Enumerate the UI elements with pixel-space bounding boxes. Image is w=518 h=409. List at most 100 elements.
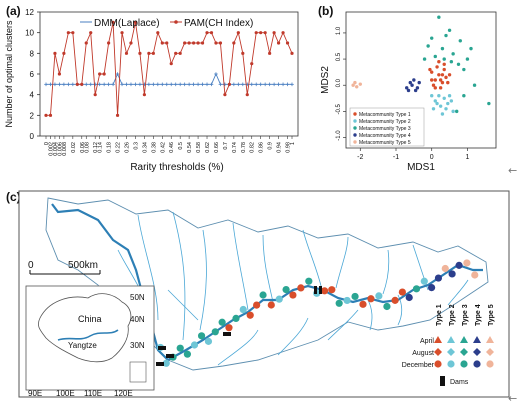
sampling-site [383, 302, 391, 311]
data-point [48, 82, 53, 87]
data-point [178, 82, 182, 87]
scatter-point [438, 104, 443, 108]
yangtze-inset [57, 329, 119, 341]
data-point [71, 82, 75, 87]
data-point [187, 41, 191, 45]
sampling-site [351, 292, 359, 301]
scatter-point [433, 54, 437, 59]
inset-lon-label: 110E [84, 389, 102, 398]
scatter-point [430, 36, 434, 40]
y-tick-label: -1.0 [336, 130, 342, 141]
data-point [88, 82, 93, 87]
plot-frame [39, 11, 299, 137]
data-point [133, 82, 138, 87]
x-tick-label: 0.34 [142, 142, 148, 153]
sampling-site [471, 271, 479, 279]
x-tick-label: 0.78 [241, 142, 247, 153]
scatter-point [487, 101, 491, 106]
data-point [227, 82, 231, 86]
data-point [267, 82, 272, 87]
sampling-site [343, 296, 351, 305]
inset-lat-label: 30N [130, 341, 145, 350]
data-point [142, 93, 146, 97]
sampling-site [232, 314, 240, 323]
scatter-point [440, 46, 445, 51]
data-point [120, 31, 124, 35]
dam-marker [158, 346, 166, 350]
sampling-site [335, 299, 343, 307]
x-tick-label: 0.008 [62, 142, 68, 156]
y-axis-label: MDS2 [320, 66, 331, 94]
data-point [57, 72, 62, 76]
data-point [218, 82, 223, 87]
scatter-point [410, 83, 414, 87]
data-point [205, 31, 209, 35]
y-tick-label: 0.0 [336, 78, 342, 87]
y-tick-label: 1.0 [336, 26, 342, 35]
legend-marker [447, 360, 455, 368]
scatter-point [430, 70, 434, 74]
scatter-point [449, 59, 454, 64]
sampling-site [297, 284, 305, 292]
plot-frame [345, 11, 497, 149]
data-point [102, 72, 106, 76]
data-point [223, 93, 227, 97]
data-point [169, 62, 173, 66]
data-point [156, 82, 160, 87]
y-tick-label: 0.5 [336, 52, 342, 61]
sampling-site [253, 301, 261, 309]
data-point [205, 82, 209, 87]
legend-marker [434, 336, 442, 343]
scatter-point [437, 73, 441, 77]
data-point [268, 51, 272, 55]
x-tick-label: 0.62 [205, 142, 211, 153]
data-point [129, 41, 133, 45]
scatter-point [353, 80, 357, 85]
sampling-site [328, 286, 336, 294]
data-point [53, 82, 57, 87]
x-tick-label: 0.08 [84, 142, 90, 153]
data-point [214, 41, 218, 45]
data-point [192, 41, 196, 45]
scatter-point [417, 80, 421, 85]
panel-b-label: (b) [318, 4, 334, 18]
dam-legend-marker [440, 376, 445, 386]
panel-a-label: (a) [6, 4, 21, 18]
data-point [218, 41, 223, 45]
scatter-point [440, 80, 445, 85]
data-point [151, 82, 156, 87]
data-point [93, 93, 97, 97]
x-tick-label: 0.3 [133, 142, 139, 150]
sampling-site [282, 286, 290, 294]
data-point [196, 41, 200, 45]
sampling-site [197, 332, 206, 340]
data-point [80, 82, 84, 86]
legend-marker [353, 140, 357, 144]
data-point [174, 51, 178, 55]
data-point [62, 82, 66, 87]
scatter-point [437, 93, 441, 98]
x-tick-label: 0.66 [214, 142, 220, 153]
data-point [169, 82, 174, 87]
scatter-point [431, 107, 436, 111]
scatter-point [447, 73, 452, 77]
data-point [124, 82, 129, 87]
sampling-site [183, 350, 191, 358]
scatter-point [406, 88, 411, 93]
x-tick-label: 0 [44, 142, 50, 145]
data-point [160, 82, 165, 87]
data-point [48, 113, 53, 117]
x-tick-label: 0.18 [107, 142, 113, 153]
data-point [57, 82, 62, 87]
data-point [276, 82, 281, 87]
x-tick-label: -2 [357, 154, 363, 161]
sampling-site [211, 328, 219, 336]
legend-label: PAM(CH Index) [184, 18, 253, 29]
legend-type-label: Type 2 [449, 304, 456, 326]
data-point [66, 31, 70, 35]
sampling-site [239, 305, 247, 314]
legend-marker [473, 336, 481, 343]
yangtze-map: 0 500km China Yangtze 50N 40N 30N 90E 10… [18, 190, 510, 398]
data-point [182, 82, 187, 87]
